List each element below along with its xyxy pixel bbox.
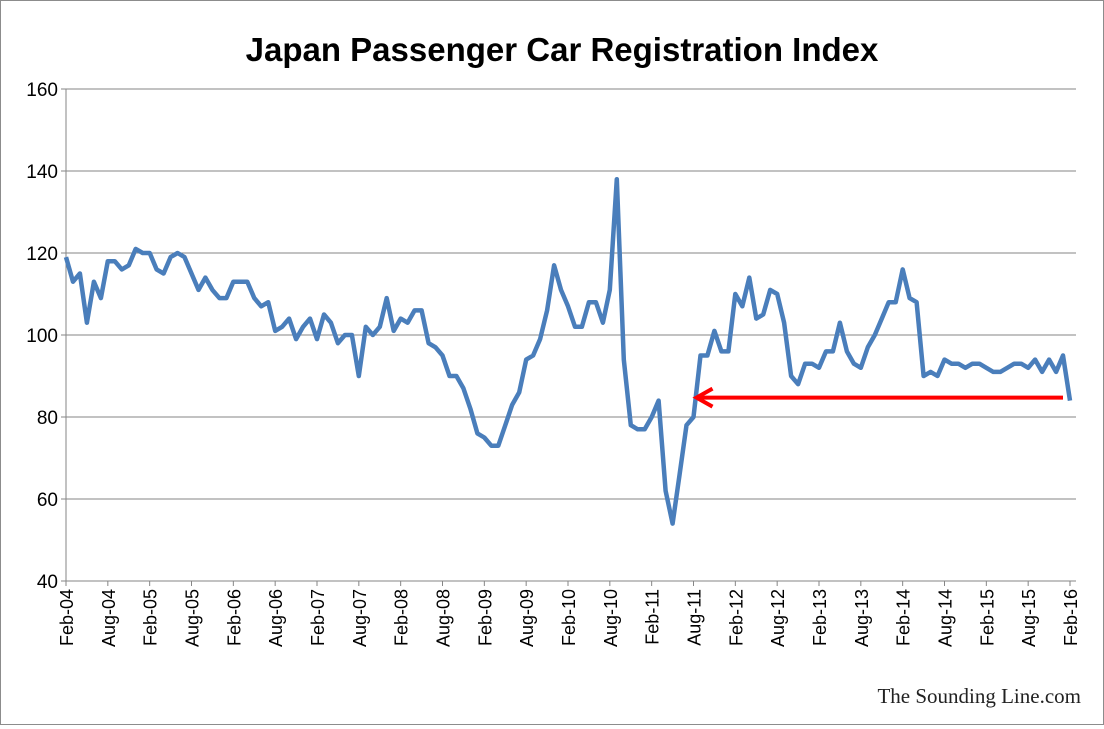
y-tick-label: 80: [37, 408, 58, 429]
x-tick-label: Feb-10: [559, 589, 579, 646]
x-tick-label: Aug-08: [434, 589, 454, 647]
watermark: The Sounding Line.com: [877, 684, 1081, 708]
x-tick-label: Aug-11: [685, 589, 705, 646]
x-tick-label: Feb-07: [308, 589, 328, 646]
x-tick-label: Feb-12: [726, 589, 746, 646]
x-tick-label: Feb-06: [224, 589, 244, 646]
x-tick-label: Feb-16: [1061, 589, 1081, 646]
y-tick-label: 120: [26, 244, 58, 265]
x-tick-label: Aug-12: [768, 589, 788, 647]
x-tick-label: Feb-08: [392, 589, 412, 646]
x-tick-label: Feb-13: [810, 589, 830, 646]
series-line: [63, 176, 1073, 526]
x-tick-label: Feb-14: [894, 589, 914, 646]
x-tick-label: Feb-11: [643, 589, 663, 645]
y-tick-label: 100: [26, 326, 58, 347]
x-tick-label: Aug-04: [99, 589, 119, 647]
y-tick-label: 60: [37, 490, 58, 511]
gridlines: [66, 88, 1076, 500]
x-tick-label: Aug-13: [852, 589, 872, 647]
x-tick-label: Aug-07: [350, 589, 370, 647]
x-tick-label: Feb-04: [57, 589, 77, 646]
y-tick-label: 160: [26, 80, 58, 101]
x-tick-label: Feb-05: [141, 589, 161, 646]
x-tick-label: Feb-09: [475, 589, 495, 646]
x-axis-ticks: Feb-04 Aug-04 Feb-05 Aug-05 Feb-06 Aug-06 Feb-…: [57, 581, 1081, 647]
y-axis-ticks: 40 60 80 100 120 140 160: [26, 80, 66, 593]
y-tick-label: 40: [37, 572, 58, 593]
x-tick-label: Aug-15: [1019, 589, 1039, 647]
x-tick-label: Aug-05: [183, 589, 203, 647]
arrow-head: [692, 386, 714, 409]
x-tick-label: Aug-14: [936, 589, 956, 647]
x-tick-label: Aug-10: [601, 589, 621, 647]
x-tick-label: Aug-06: [266, 589, 286, 647]
x-tick-label: Aug-09: [517, 589, 537, 647]
y-tick-label: 140: [26, 162, 58, 183]
x-tick-label: Feb-15: [977, 589, 997, 646]
chart-title: Japan Passenger Car Registration Index: [246, 31, 879, 68]
annotation-arrow: [692, 386, 1063, 409]
